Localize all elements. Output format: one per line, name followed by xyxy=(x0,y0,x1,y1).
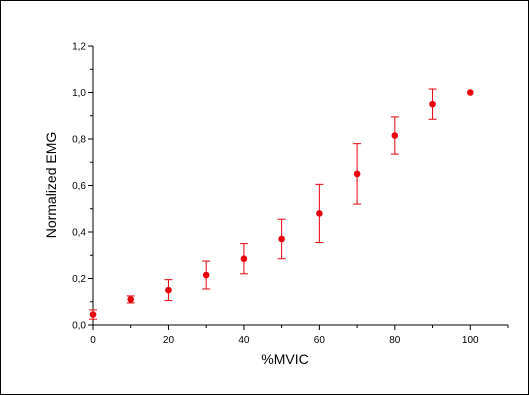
data-point xyxy=(278,235,285,243)
y-axis-label: Normalized EMG xyxy=(43,132,59,239)
x-axis-label: %MVIC xyxy=(261,351,308,367)
x-tick-label: 80 xyxy=(389,335,401,346)
data-point xyxy=(165,286,172,294)
y-tick-label: 0,8 xyxy=(72,135,86,146)
data-point xyxy=(429,100,436,108)
data-point xyxy=(202,271,210,279)
y-tick-label: 0,2 xyxy=(72,274,86,285)
y-tick-label: 1,2 xyxy=(72,42,86,53)
y-ticks: 0,0 0,2 0,4 0,6 0,8 1,0 1,2 xyxy=(72,42,93,332)
data-points xyxy=(89,89,474,318)
data-point xyxy=(391,132,399,139)
y-tick-label: 1,0 xyxy=(72,88,86,99)
y-tick-label: 0,0 xyxy=(72,321,86,332)
x-tick-label: 0 xyxy=(90,335,96,346)
data-point xyxy=(466,89,474,96)
x-ticks: 0 20 40 60 80 100 xyxy=(90,325,509,346)
data-point xyxy=(127,296,135,303)
x-tick-label: 40 xyxy=(238,335,250,346)
data-point xyxy=(316,210,323,217)
data-point xyxy=(240,255,248,263)
axes xyxy=(92,46,508,326)
y-tick-label: 0,6 xyxy=(72,181,86,192)
y-tick-label: 0,4 xyxy=(72,228,86,239)
x-tick-label: 20 xyxy=(163,335,175,346)
error-bars xyxy=(89,88,437,320)
data-point xyxy=(353,170,361,178)
x-tick-label: 100 xyxy=(462,335,479,346)
data-point xyxy=(89,311,97,318)
x-tick-label: 60 xyxy=(314,335,326,346)
